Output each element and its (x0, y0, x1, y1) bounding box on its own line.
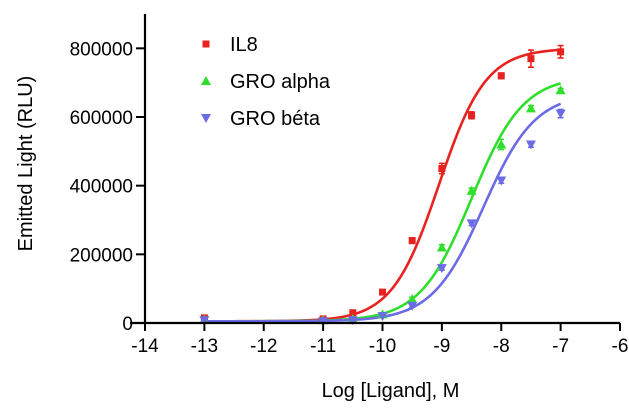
data-point (377, 312, 388, 322)
legend-marker (202, 40, 210, 48)
data-point (199, 316, 210, 326)
legend: IL8 GRO alpha GRO béta (201, 34, 331, 130)
data-point (466, 219, 477, 229)
legend-label: IL8 (230, 34, 258, 56)
data-point (436, 264, 447, 274)
y-tick-label: 400000 (70, 177, 133, 198)
data-point (496, 176, 507, 186)
x-tick-label: -9 (433, 336, 450, 357)
x-tick-label: -8 (493, 336, 510, 357)
data-point (408, 237, 416, 245)
x-tick-label: -7 (552, 336, 569, 357)
data-point (407, 301, 418, 311)
data-point (436, 242, 447, 252)
y-tick-label: 600000 (70, 108, 133, 129)
data-point (557, 48, 565, 56)
legend-marker (201, 76, 211, 85)
data-point (497, 72, 505, 80)
data-point (379, 288, 386, 296)
x-tick-label: -12 (250, 336, 277, 357)
data-point (527, 55, 535, 63)
y-tick-label: 800000 (70, 39, 133, 60)
data-point (525, 103, 536, 113)
x-tick-label: -14 (131, 336, 159, 357)
legend-label: GRO béta (230, 108, 321, 130)
data-point (347, 316, 358, 326)
x-tick-label: -13 (191, 336, 218, 357)
data-point (555, 85, 566, 95)
y-tick-label: 200000 (70, 245, 133, 266)
x-tick-label: -11 (310, 336, 336, 357)
data-point (349, 309, 357, 317)
data-point (466, 185, 477, 195)
data-point (525, 140, 536, 150)
data-point (555, 109, 566, 119)
legend-marker (201, 114, 211, 123)
data-point (496, 139, 507, 149)
legend-label: GRO alpha (230, 71, 331, 93)
x-tick-label: -6 (612, 336, 629, 357)
data-point (318, 317, 329, 327)
y-ticks: 0 200000 400000 600000 800000 (70, 39, 145, 335)
data-points (199, 44, 566, 327)
x-axis-title: Log [Ligand], M (322, 380, 460, 402)
x-ticks: -14 -13 -12 -11 -10 -9 -8 -7 -6 (131, 323, 628, 357)
data-point (438, 165, 446, 172)
y-tick-label: 0 (122, 314, 133, 335)
data-point (407, 293, 418, 303)
x-tick-label: -10 (369, 336, 396, 357)
y-axis-title: Emitted Light (RLU) (15, 76, 37, 252)
axes: -14 -13 -12 -11 -10 -9 -8 -7 -6 0 200000 400000 600… (70, 14, 628, 357)
data-point (468, 111, 476, 119)
